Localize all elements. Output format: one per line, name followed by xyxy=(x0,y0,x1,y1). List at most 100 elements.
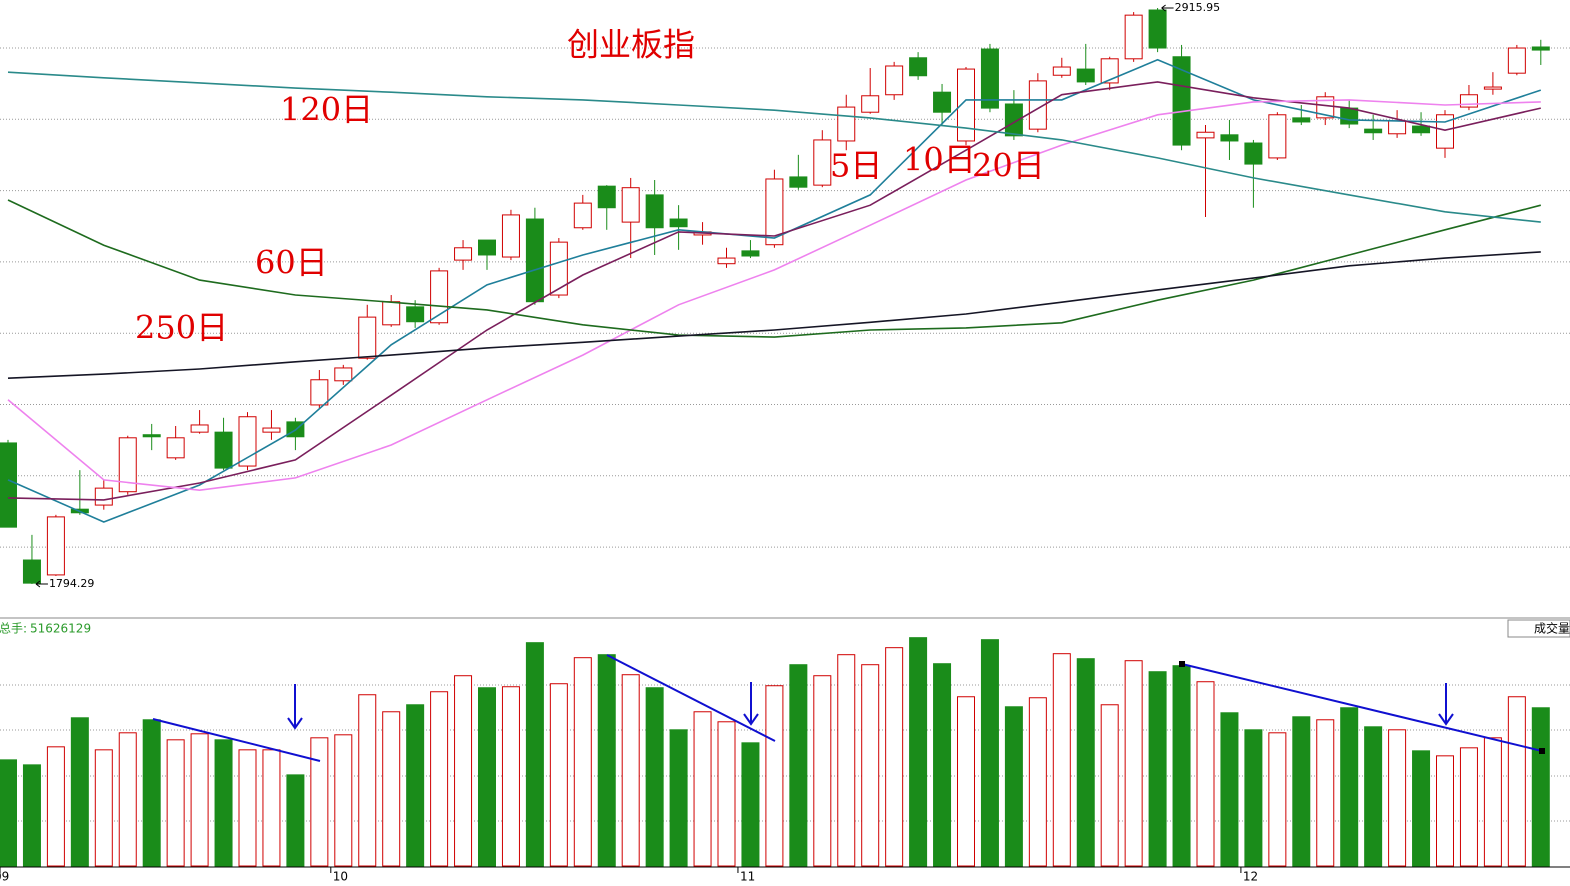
volume-bar xyxy=(1364,726,1383,867)
candle-body xyxy=(789,176,808,188)
candle-body xyxy=(382,301,401,326)
volume-bar xyxy=(1148,671,1167,867)
candle-body xyxy=(597,185,616,209)
volume-bar xyxy=(980,639,999,867)
candle-body xyxy=(358,316,377,359)
x-tick-label: 10 xyxy=(333,870,348,884)
candle-body xyxy=(478,239,496,256)
candle-body xyxy=(1436,114,1454,149)
volume-bar xyxy=(190,733,209,867)
volume-bar xyxy=(118,732,137,867)
volume-bar xyxy=(693,711,712,867)
moving-average-line xyxy=(7,251,1541,379)
trend-line xyxy=(606,654,776,742)
candle-body xyxy=(454,247,473,261)
candle-body xyxy=(1316,96,1335,119)
candle-body xyxy=(645,194,664,229)
volume-bar xyxy=(1507,696,1526,867)
candle-body xyxy=(1172,56,1191,146)
candle-body xyxy=(501,214,520,258)
extreme-label: 2915.95 xyxy=(1175,1,1221,14)
volume-bar xyxy=(1196,681,1215,867)
candle-body xyxy=(837,106,856,142)
moving-average-line xyxy=(7,81,1541,501)
candle-body xyxy=(1531,46,1550,51)
volume-bar xyxy=(957,696,975,867)
candle-body xyxy=(46,516,65,576)
volume-bar xyxy=(70,717,89,867)
volume-bar xyxy=(789,664,808,867)
volume-bar xyxy=(478,687,496,867)
volume-bar xyxy=(382,711,401,867)
candle-body xyxy=(813,139,832,186)
candle-body xyxy=(1388,120,1407,135)
candle-body xyxy=(166,437,185,459)
volume-title: 成交量 xyxy=(1534,621,1570,636)
trend-point xyxy=(1539,748,1545,754)
moving-average-label: 120日 xyxy=(280,91,373,129)
arrow xyxy=(1438,683,1454,726)
moving-average-label: 5日 xyxy=(830,147,882,185)
x-tick-label: 11 xyxy=(740,870,755,884)
volume-bar xyxy=(1268,732,1287,867)
candle-body xyxy=(957,68,975,142)
volume-bar xyxy=(1028,697,1047,867)
volume-bar xyxy=(909,637,928,867)
candle-body xyxy=(1076,68,1095,83)
volume-bar xyxy=(262,749,281,867)
trend-point xyxy=(1179,661,1185,667)
volume-bar xyxy=(573,657,592,867)
candle-body xyxy=(741,250,760,257)
moving-average-line xyxy=(7,199,1541,338)
volume-bar xyxy=(1100,704,1119,867)
moving-average-label: 250日 xyxy=(135,309,228,347)
volume-bar xyxy=(1052,653,1071,867)
moving-average-line xyxy=(7,58,1542,523)
volume-total: 51626129 xyxy=(30,622,91,636)
volume-bar xyxy=(94,749,113,867)
grid xyxy=(0,47,1570,822)
candle-body xyxy=(214,431,233,469)
candle-body xyxy=(1340,107,1359,125)
candle-body xyxy=(861,95,880,113)
x-tick-label: 12 xyxy=(1243,870,1258,884)
candle-body xyxy=(1220,134,1239,142)
volume-bar xyxy=(597,654,616,867)
volume-bar xyxy=(1172,665,1191,867)
candle-body xyxy=(406,306,425,323)
volume-bar xyxy=(142,719,161,867)
candle-body xyxy=(190,424,209,433)
volume-bar xyxy=(861,664,880,867)
volume-bar xyxy=(741,742,760,867)
volume-bar xyxy=(525,642,544,867)
candle-body xyxy=(525,218,544,303)
volume-bar xyxy=(430,691,449,867)
volume-bar xyxy=(621,674,640,867)
volume-bar xyxy=(837,654,856,867)
candle-body xyxy=(1124,14,1143,60)
candle-body xyxy=(1459,94,1478,108)
candle-body xyxy=(1483,86,1502,90)
trend-line xyxy=(152,718,321,762)
volume-bar xyxy=(358,694,377,867)
candle-body xyxy=(1292,117,1311,123)
chart-title: 创业板指 xyxy=(567,26,695,64)
candle-body xyxy=(909,57,928,77)
extreme-arrow xyxy=(35,580,48,588)
volume-bar xyxy=(166,739,185,867)
volume-bar xyxy=(813,675,832,867)
candle-body xyxy=(430,270,449,324)
candle-body xyxy=(980,48,999,109)
candle-body xyxy=(238,416,257,467)
x-tick-label: 09 xyxy=(0,870,9,884)
candle-body xyxy=(1028,80,1047,130)
volume-bar xyxy=(334,734,353,867)
candle-body xyxy=(717,257,736,265)
volume-bar xyxy=(1412,750,1431,867)
candle-body xyxy=(1196,131,1215,139)
volume-bar xyxy=(1388,729,1407,867)
volume-bar xyxy=(214,739,233,867)
